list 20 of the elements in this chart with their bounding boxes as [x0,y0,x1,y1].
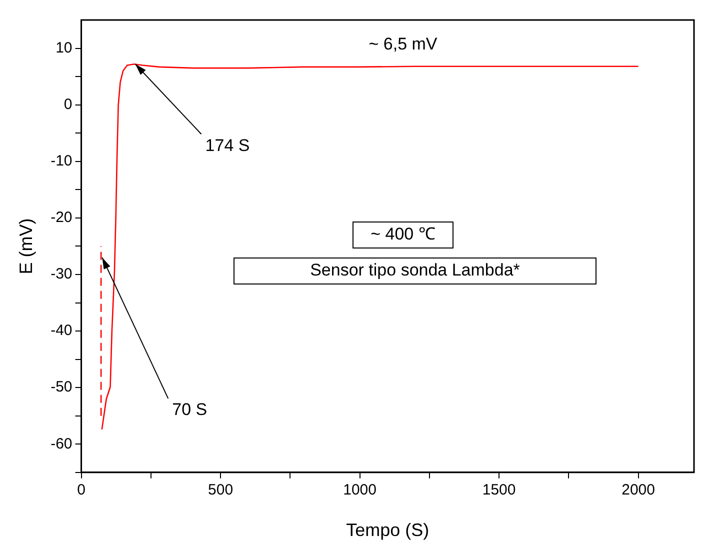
annotation: ~ 400 ℃ [370,224,436,244]
y-tick-label: -50 [50,378,72,396]
annotation: 174 S [205,136,250,155]
y-tick-label: 0 [64,96,72,113]
y-tick-label: -60 [50,435,72,452]
x-tick-label: 0 [77,482,86,499]
x-tick-label: 1000 [343,482,376,499]
y-axis-title: E (mV) [16,218,36,274]
annotation: Sensor tipo sonda Lambda* [310,260,520,280]
x-tick-label: 1500 [482,482,516,499]
annotation: ~ 6,5 mV [368,34,438,54]
y-tick-label: -20 [50,209,72,226]
x-tick-label: 500 [208,482,234,499]
y-tick-label: -30 [50,266,72,283]
x-axis-title: Tempo (S) [346,520,430,540]
y-tick-label: -10 [50,152,72,170]
y-tick-label: 10 [56,39,72,56]
x-tick-label: 2000 [622,482,655,499]
annotation: 70 S [172,400,208,420]
y-tick-label: -40 [50,322,72,340]
